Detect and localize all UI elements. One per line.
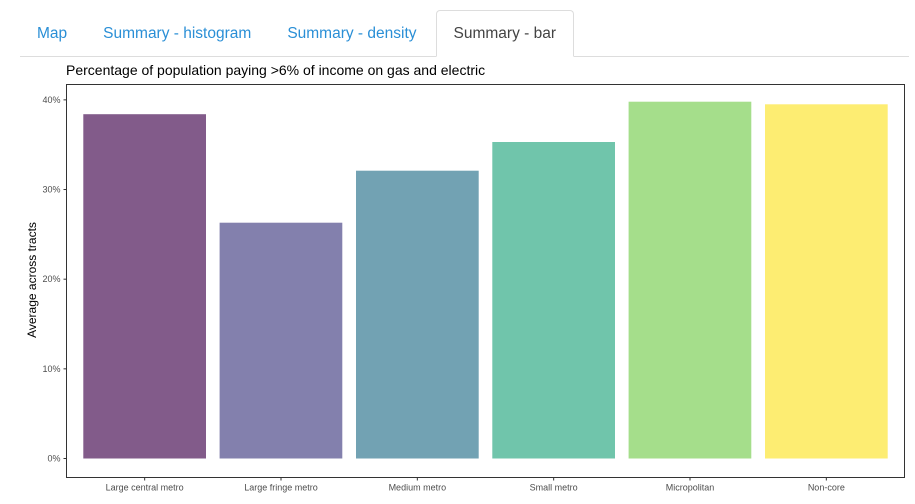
x-tick-label-1: Large fringe metro — [244, 483, 318, 493]
x-tick-label-5: Non-core — [808, 483, 845, 493]
y-tick-label-1: 10% — [42, 364, 60, 374]
tab-bar: Map Summary - histogram Summary - densit… — [20, 10, 909, 57]
y-axis-label: Average across tracts — [25, 222, 39, 338]
x-tick-label-3: Small metro — [530, 483, 578, 493]
x-tick-label-2: Medium metro — [389, 483, 447, 493]
bar-0 — [83, 114, 206, 459]
x-tick-label-0: Large central metro — [106, 483, 184, 493]
y-tick-label-4: 40% — [42, 95, 60, 105]
bars-group — [83, 101, 888, 459]
y-tick-label-2: 20% — [42, 274, 60, 284]
tab-summary-bar[interactable]: Summary - bar — [435, 10, 575, 57]
bar-2 — [356, 170, 479, 459]
y-axis: 0% 10% 20% 30% 40% — [42, 95, 67, 464]
tab-map[interactable]: Map — [37, 25, 68, 42]
y-tick-label-3: 30% — [42, 185, 60, 195]
x-tick-label-4: Micropolitan — [666, 483, 715, 493]
bar-chart: Percentage of population paying >6% of i… — [25, 62, 905, 493]
plot-panel — [66, 84, 905, 478]
tab-summary-density[interactable]: Summary - density — [287, 25, 417, 42]
y-tick-label-0: 0% — [47, 454, 60, 464]
x-axis: Large central metro Large fringe metro Med… — [106, 477, 845, 493]
bar-3 — [492, 142, 615, 459]
bar-5 — [765, 104, 888, 459]
bar-4 — [628, 101, 752, 459]
tab-summary-histogram[interactable]: Summary - histogram — [103, 25, 252, 42]
bar-1 — [219, 222, 343, 459]
chart-title: Percentage of population paying >6% of i… — [66, 62, 485, 78]
